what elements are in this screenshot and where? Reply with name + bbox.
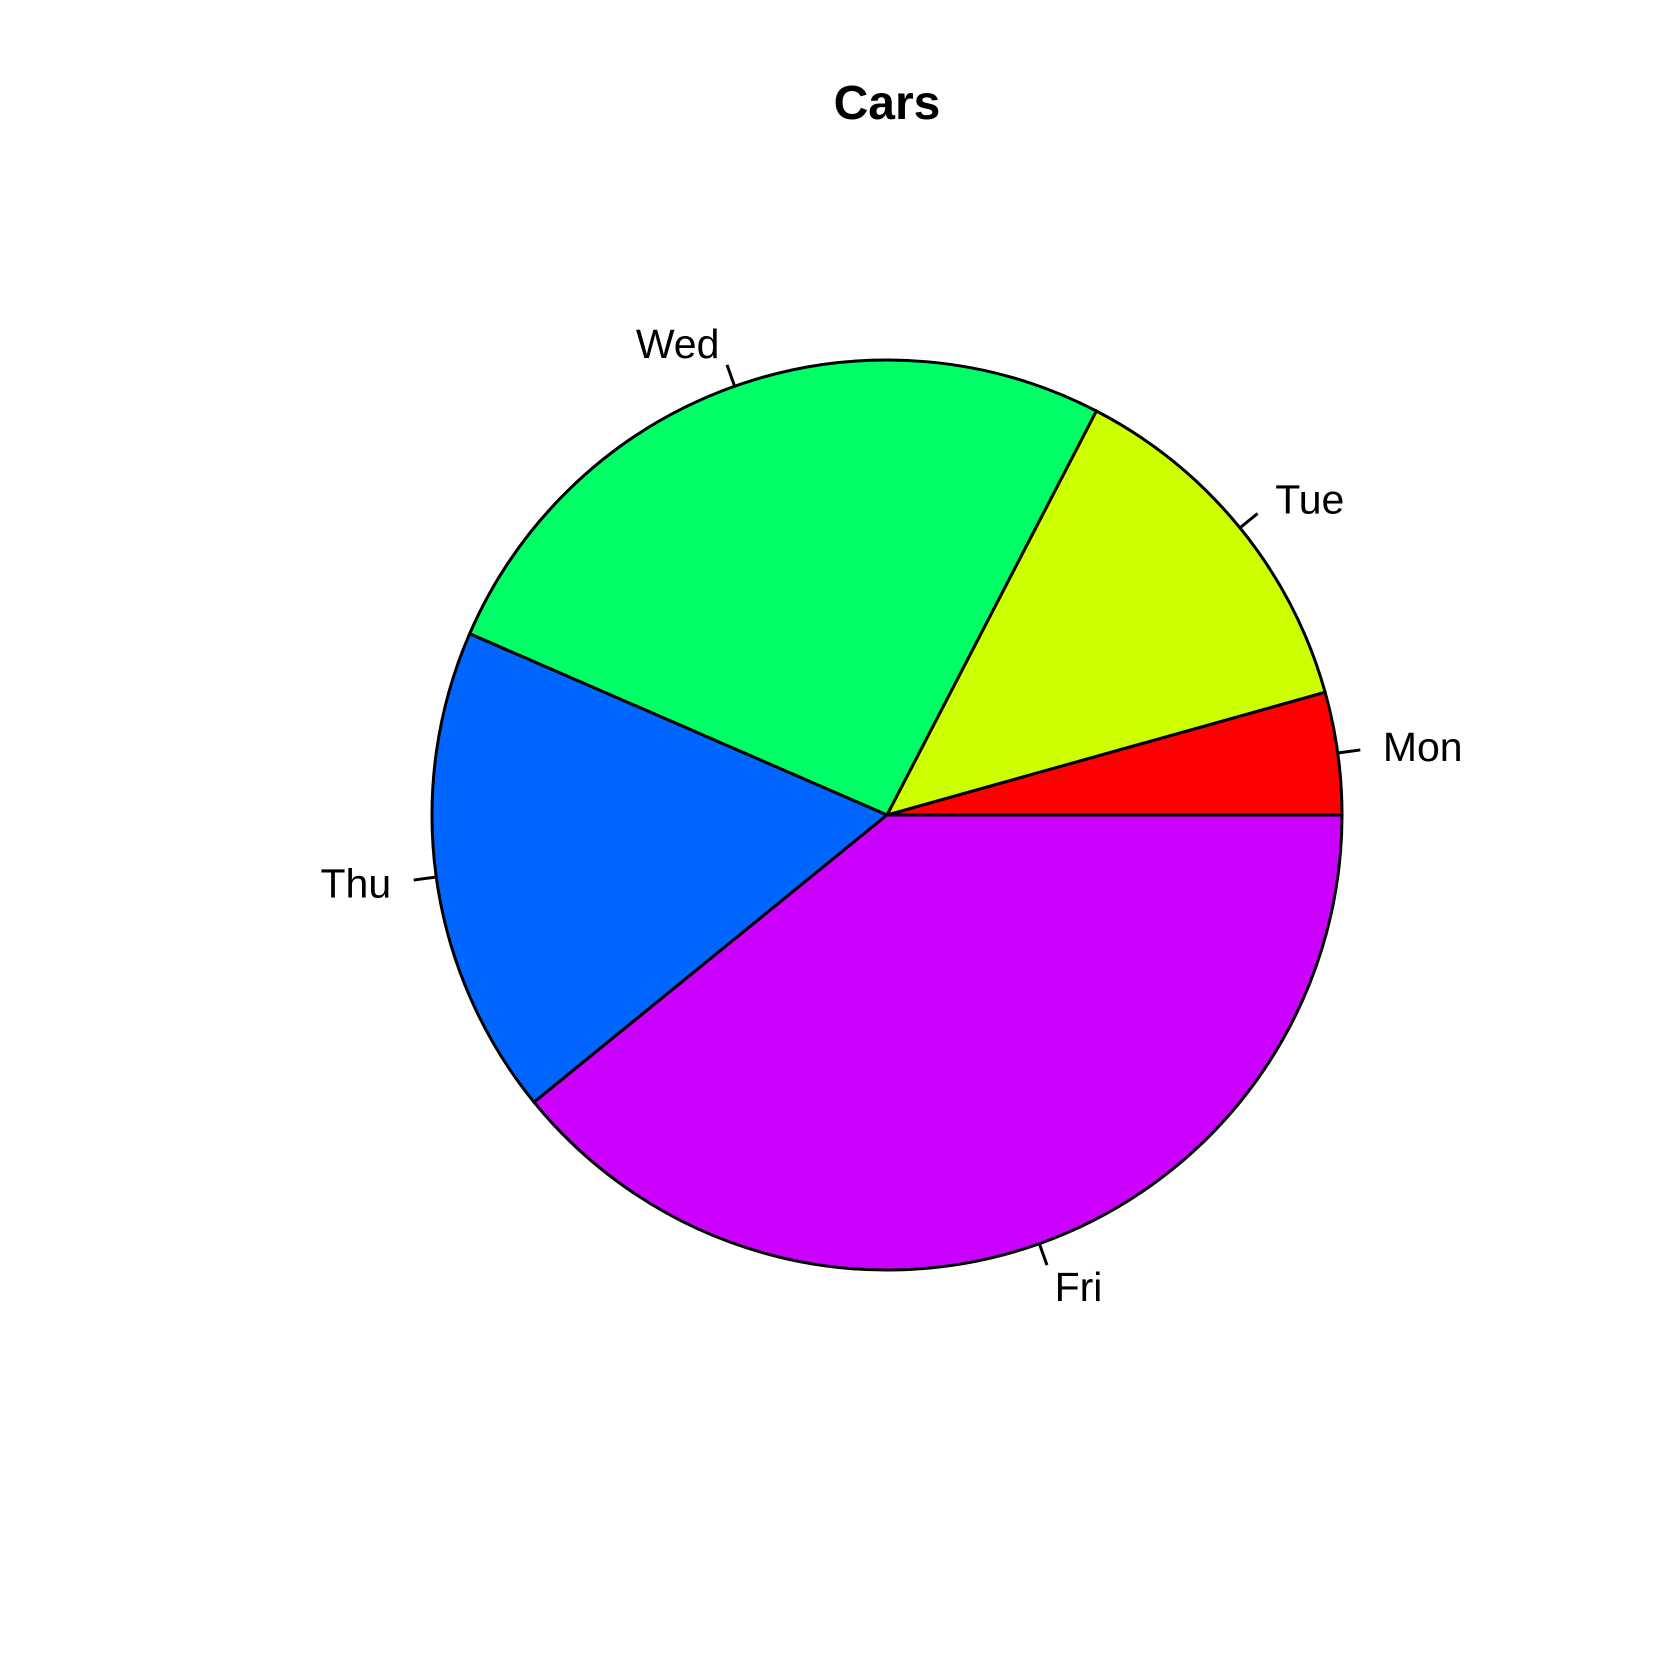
slice-tick-thu — [413, 875, 437, 882]
chart-title: Cars — [834, 77, 941, 130]
pie-slices — [430, 358, 1344, 1272]
slice-labels: Mon Tue Wed Thu Fri — [321, 321, 1463, 1310]
slice-tick-wed — [725, 364, 737, 387]
slice-label-fri: Fri — [1055, 1264, 1103, 1310]
slice-label-thu: Thu — [321, 861, 392, 907]
slice-tick-tue — [1239, 512, 1259, 530]
slice-label-wed: Wed — [636, 321, 720, 367]
slice-ticks — [413, 364, 1361, 1266]
pie-slice-fri — [531, 813, 1344, 1272]
slice-label-tue: Tue — [1275, 476, 1344, 522]
slice-label-mon: Mon — [1383, 724, 1463, 770]
slice-tick-fri — [1037, 1243, 1049, 1266]
slice-tick-mon — [1337, 748, 1361, 755]
pie-slice-tue — [884, 408, 1327, 818]
